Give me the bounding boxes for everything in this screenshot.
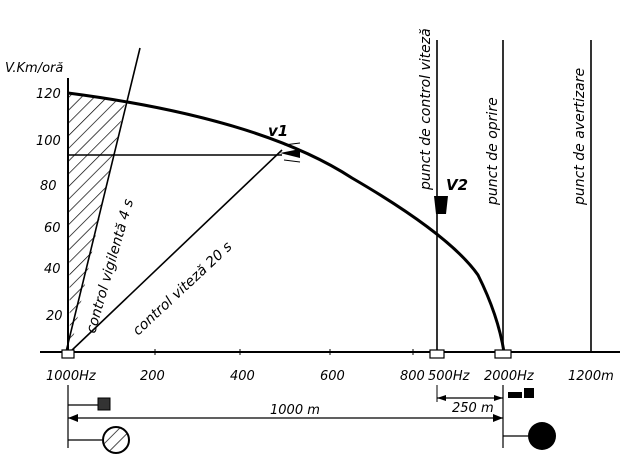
v1-label: v1 bbox=[268, 122, 288, 140]
stop-point-box bbox=[494, 349, 512, 359]
y-tick-80: 80 bbox=[40, 179, 57, 194]
stop-signal-disc-icon bbox=[528, 422, 556, 450]
dim-1000-label: 1000 m bbox=[270, 403, 320, 418]
v2-label: V2 bbox=[446, 176, 468, 194]
x-tick-800: 800 bbox=[400, 369, 425, 384]
dim-arrow bbox=[493, 414, 503, 422]
vigilance-line bbox=[65, 47, 141, 353]
speed-point-label: punct de control viteză bbox=[418, 28, 434, 191]
x-tick-400: 400 bbox=[230, 369, 255, 384]
y-tick-20: 20 bbox=[46, 309, 63, 324]
y-tick-40: 40 bbox=[44, 262, 61, 277]
x-tick-1200m: 1200m bbox=[568, 369, 614, 384]
warning-point-label: punct de avertizare bbox=[572, 68, 588, 206]
stop-point-label: punct de oprire bbox=[485, 97, 501, 206]
hatched-disc-signal-icon bbox=[102, 426, 130, 454]
x-tick-1000hz: 1000Hz bbox=[46, 369, 97, 384]
dim-arrow bbox=[437, 395, 446, 401]
v1-marker-stroke bbox=[283, 159, 301, 163]
dim-arrow bbox=[68, 414, 78, 422]
x-tick-200: 200 bbox=[140, 369, 165, 384]
v1-marker bbox=[280, 149, 300, 158]
x-tick-500hz: 500Hz bbox=[428, 369, 471, 384]
v2-marker bbox=[434, 196, 448, 214]
signal-box-icon bbox=[97, 397, 111, 411]
y-tick-120: 120 bbox=[36, 87, 61, 102]
y-axis-title: V.Km/oră bbox=[5, 61, 63, 76]
dim-250-label: 250 m bbox=[452, 401, 494, 416]
balise-icon bbox=[508, 392, 522, 398]
x-tick-2000hz: 2000Hz bbox=[484, 369, 535, 384]
y-tick-100: 100 bbox=[36, 134, 61, 149]
speed-control-label: control viteză 20 s bbox=[130, 239, 236, 339]
origin-marker-box bbox=[61, 349, 75, 359]
balise-icon bbox=[524, 388, 534, 398]
y-tick-60: 60 bbox=[44, 221, 61, 236]
dim-arrow bbox=[494, 395, 503, 401]
x-tick-600: 600 bbox=[320, 369, 345, 384]
speed-point-box bbox=[429, 349, 445, 359]
v1-marker-stroke bbox=[283, 142, 301, 146]
braking-curve bbox=[67, 91, 506, 353]
speed-control-line bbox=[69, 149, 283, 353]
